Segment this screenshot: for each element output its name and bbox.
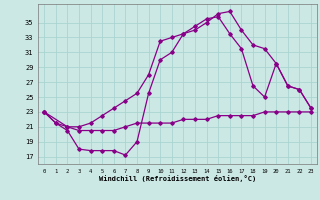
X-axis label: Windchill (Refroidissement éolien,°C): Windchill (Refroidissement éolien,°C)	[99, 175, 256, 182]
